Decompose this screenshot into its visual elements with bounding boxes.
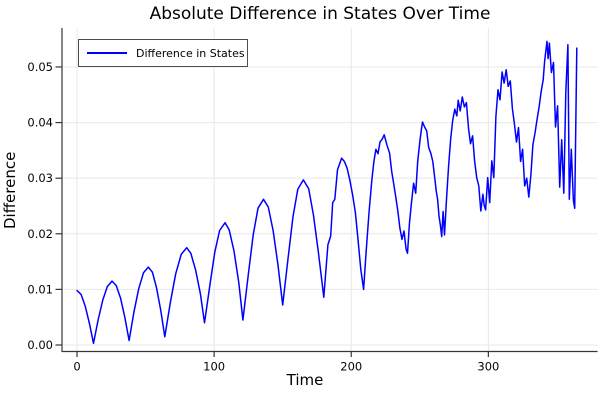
y-tick-label: 0.05 — [27, 60, 53, 74]
y-tick-label: 0.02 — [27, 227, 53, 241]
series-line — [76, 40, 578, 345]
x-tick-label: 0 — [73, 360, 80, 374]
x-axis-label: Time — [286, 371, 324, 389]
x-tick-label: 200 — [340, 360, 362, 374]
y-tick-label: 0.03 — [27, 171, 53, 185]
x-tick-label: 100 — [203, 360, 225, 374]
legend: Difference in States — [78, 39, 248, 67]
y-tick-label: 0.04 — [27, 116, 53, 130]
y-tick-label: 0.01 — [27, 282, 53, 296]
x-tick-label: 300 — [477, 360, 499, 374]
legend-label: Difference in States — [136, 46, 245, 60]
y-axis-label: Difference — [1, 151, 19, 229]
y-tick-label: 0.00 — [27, 338, 53, 352]
legend-line-sample — [87, 52, 127, 54]
chart-title: Absolute Difference in States Over Time — [149, 4, 491, 24]
